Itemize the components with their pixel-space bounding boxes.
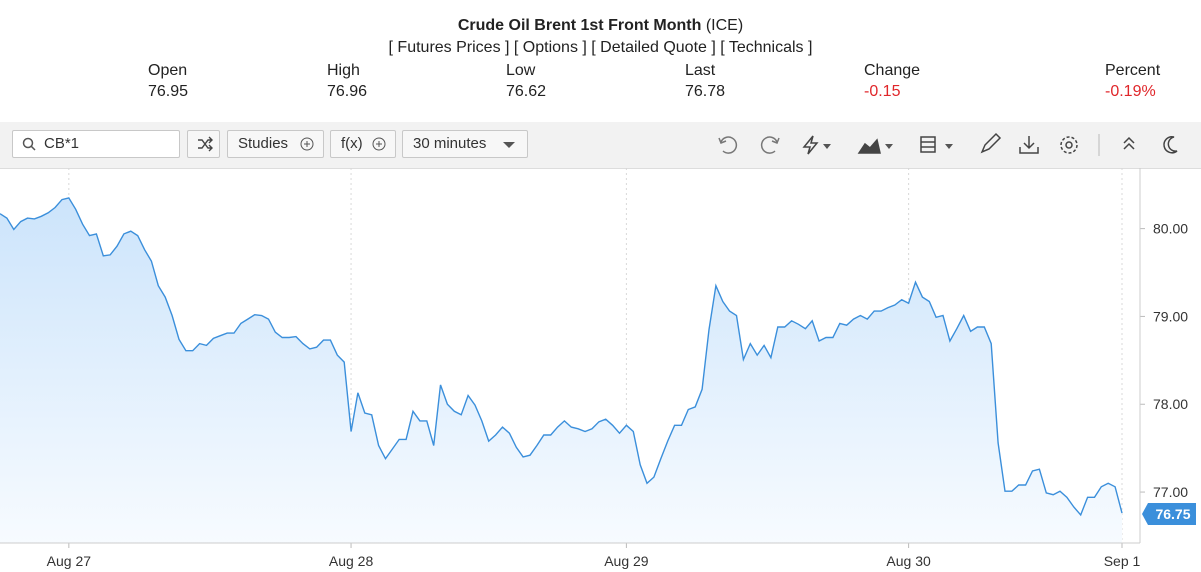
stat: Change -0.15 xyxy=(864,60,920,102)
links-row: [ Futures Prices ] [ Options ] [ Detaile… xyxy=(0,39,1201,57)
plus-icon xyxy=(372,137,386,151)
stat-label: Low xyxy=(506,62,536,79)
stat: Low 76.62 xyxy=(506,60,546,102)
stat-label: Change xyxy=(864,62,921,79)
download-icon[interactable] xyxy=(1019,136,1039,154)
stat: High 76.96 xyxy=(327,60,367,102)
stat: Percent -0.19% xyxy=(1105,60,1160,102)
studies-label: Studies xyxy=(238,135,289,152)
symbol-input[interactable]: CB*1 xyxy=(12,130,180,158)
toolbar-icons xyxy=(718,132,1178,156)
x-tick-label: Aug 28 xyxy=(329,553,374,569)
chart-type-icon[interactable] xyxy=(857,138,881,154)
link[interactable]: [ Technicals ] xyxy=(720,39,813,56)
stat: Last 76.78 xyxy=(685,60,725,102)
stat-value: 76.95 xyxy=(148,83,189,100)
interval-button[interactable]: 30 minutes xyxy=(402,130,528,158)
y-tick-label: 78.00 xyxy=(1153,396,1188,412)
last-price-label: 76.75 xyxy=(1155,506,1190,522)
stat-label: Open xyxy=(148,62,188,79)
plus-icon xyxy=(300,137,314,151)
stat: Open 76.95 xyxy=(148,60,188,102)
stat-value: 76.96 xyxy=(327,83,368,100)
x-tick-label: Aug 29 xyxy=(604,553,649,569)
last-price-tag xyxy=(1142,503,1196,526)
layout-icon[interactable] xyxy=(920,136,936,153)
link[interactable]: [ Options ] xyxy=(513,39,587,56)
stat-label: Percent xyxy=(1105,62,1161,79)
fx-button[interactable]: f(x) xyxy=(330,130,396,158)
exchange: (ICE) xyxy=(705,17,744,34)
chart: Aug 27 Aug 28 Aug 29 Aug 30 Sep 1 77.00 78.00 7… xyxy=(0,168,1196,569)
y-tick-label: 79.00 xyxy=(1153,308,1188,324)
pencil-icon[interactable] xyxy=(980,132,1002,154)
stat-value: 76.62 xyxy=(506,83,547,100)
interval-label: 30 minutes xyxy=(413,135,487,152)
fx-label: f(x) xyxy=(341,135,363,152)
symbol: CB*1 xyxy=(44,135,80,152)
draw-icon[interactable] xyxy=(802,135,819,155)
theme-icon[interactable] xyxy=(1163,136,1178,154)
undo-icon[interactable] xyxy=(718,136,738,154)
stat-label: High xyxy=(327,62,360,79)
link[interactable]: [ Futures Prices ] xyxy=(388,39,510,56)
compare-button[interactable] xyxy=(187,130,220,158)
caret xyxy=(503,142,515,148)
search-icon xyxy=(22,137,36,151)
stat-value: 76.78 xyxy=(685,83,726,100)
area-fill xyxy=(0,197,1122,543)
y-tick-label: 80.00 xyxy=(1153,221,1188,237)
stat-value: -0.15 xyxy=(864,83,901,100)
settings-icon[interactable] xyxy=(1065,141,1073,149)
studies-button[interactable]: Studies xyxy=(227,130,324,158)
price-line xyxy=(0,197,1123,517)
link[interactable]: [ Detailed Quote ] xyxy=(591,39,716,56)
stat-value: -0.19% xyxy=(1105,83,1156,100)
stat-label: Last xyxy=(685,62,716,79)
x-tick-label: Aug 30 xyxy=(886,553,931,569)
redo-icon[interactable] xyxy=(760,136,780,154)
x-tick-label: Aug 27 xyxy=(47,553,92,569)
y-tick-label: 77.00 xyxy=(1153,484,1188,500)
shuffle-icon xyxy=(198,136,213,152)
collapse-icon[interactable] xyxy=(1123,136,1135,150)
x-tick-label: Sep 1 xyxy=(1104,553,1141,569)
title: Crude Oil Brent 1st Front Month xyxy=(457,17,702,34)
title-row: Crude Oil Brent 1st Front Month (ICE) xyxy=(0,17,1201,35)
toolbar: CB*1 Studies f(x) 30 minutes xyxy=(0,122,1201,169)
